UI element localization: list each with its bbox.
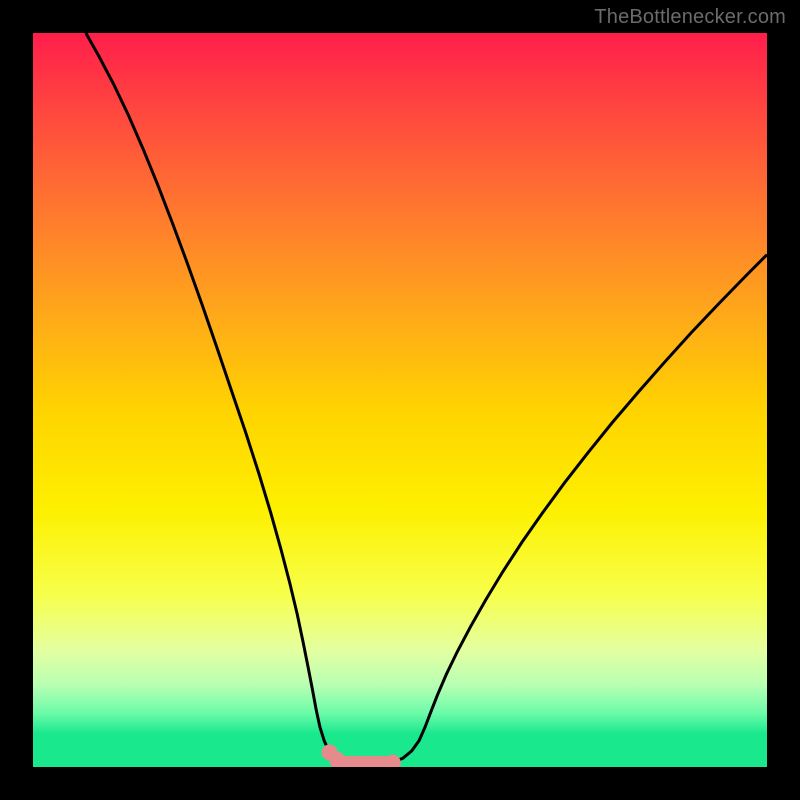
gradient-background [33,33,767,734]
watermark-label: TheBottlenecker.com [594,6,786,29]
chart-canvas [0,0,800,800]
